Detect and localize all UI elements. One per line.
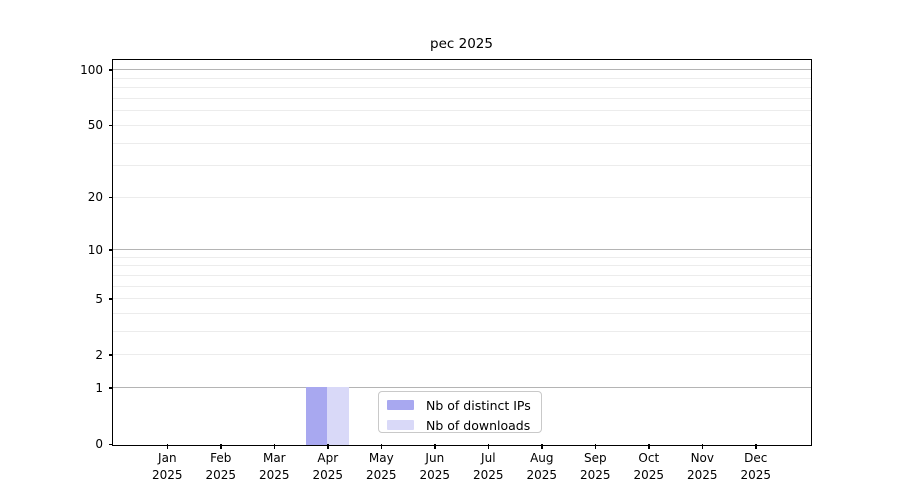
minor-gridline [112,77,811,79]
x-tick [434,444,436,449]
y-tick-label: 50 [87,118,103,133]
x-tick [380,444,383,449]
x-tick-year: 2025 [740,467,772,482]
x-tick-month: Apr [317,451,339,465]
y-tick [108,124,113,127]
legend-label-distinct-ips: Nb of distinct IPs [426,397,531,413]
x-tick-year: 2025 [473,467,504,482]
y-tick-label: 0 [95,437,103,451]
x-tick-month: Oct [638,451,660,465]
x-tick-year: 2025 [687,467,718,482]
x-tick-label: Apr 2025 [296,450,360,483]
bar-apr-downloads [327,387,349,445]
y-tick-label: 10 [87,242,103,257]
minor-gridline [112,165,811,167]
x-tick [487,444,490,449]
x-tick-month: Feb [210,451,232,465]
minor-gridline [112,98,811,100]
x-tick-label: Dec 2025 [724,450,788,483]
x-tick-year: 2025 [312,467,344,482]
x-tick-label: Oct 2025 [617,450,681,483]
y-tick-label: 5 [95,291,103,306]
x-tick [594,444,597,449]
minor-gridline [112,196,811,198]
legend-item-downloads: Nb of downloads [387,417,533,433]
x-tick-label: Jan 2025 [135,450,199,483]
major-gridline [112,249,811,251]
y-tick [108,249,113,251]
y-tick [108,69,113,71]
minor-gridline [112,124,811,126]
x-tick-year: 2025 [259,467,290,482]
minor-gridline [112,87,811,89]
x-tick [648,444,650,449]
major-gridline [112,387,811,389]
y-tick-label: 2 [95,347,103,362]
legend-swatch-distinct-ips [387,400,414,410]
minor-gridline [112,274,811,276]
x-tick [220,444,222,449]
x-tick [327,444,329,449]
x-tick-month: Jan [158,451,177,465]
y-tick [108,298,113,300]
x-tick-month: Nov [690,451,714,465]
legend-item-distinct-ips: Nb of distinct IPs [387,397,533,413]
x-tick [755,444,757,449]
minor-gridline [112,256,811,258]
x-tick-year: 2025 [580,467,611,482]
x-tick [166,444,169,449]
minor-gridline [112,142,811,144]
x-tick-year: 2025 [633,467,665,482]
x-tick-year: 2025 [419,467,451,482]
x-tick-label: Nov 2025 [670,450,734,483]
legend-label-downloads: Nb of downloads [426,417,531,433]
y-tick-label: 20 [87,190,103,205]
x-tick-label: Jun 2025 [403,450,467,483]
x-tick [273,444,276,449]
x-tick-year: 2025 [152,467,183,482]
x-tick-label: Jul 2025 [456,450,520,483]
x-tick [701,444,704,449]
minor-gridline [112,313,811,315]
x-tick-label: Aug 2025 [510,450,574,483]
major-gridline [112,69,811,71]
legend-swatch-downloads [387,420,414,430]
x-tick-month: Jun [425,451,445,465]
x-tick [541,444,543,449]
y-tick [108,387,113,389]
x-tick-year: 2025 [205,467,237,482]
minor-gridline [112,285,811,287]
minor-gridline [112,354,811,356]
minor-gridline [112,298,811,300]
x-tick-month: May [368,451,394,465]
x-tick-month: Dec [744,451,768,465]
bar-apr-distinct-ips [305,387,328,445]
x-tick-label: May 2025 [349,450,413,483]
x-tick-label: Sep 2025 [563,450,627,483]
x-tick-label: Feb 2025 [189,450,253,483]
legend: Nb of distinct IPs Nb of downloads [378,391,542,433]
minor-gridline [112,331,811,333]
y-tick [108,354,113,356]
x-tick-month: Aug [530,451,554,465]
y-tick [108,443,113,445]
y-tick-label: 100 [80,62,103,77]
minor-gridline [112,110,811,112]
x-tick-year: 2025 [526,467,558,482]
x-tick-month: Jul [481,451,496,465]
x-tick-month: Mar [262,451,286,465]
chart-title: pec 2025 [430,36,493,52]
minor-gridline [112,265,811,267]
y-tick-label: 1 [95,380,103,395]
x-tick-month: Sep [583,451,607,465]
plot-area [111,58,812,446]
x-tick-year: 2025 [366,467,397,482]
y-tick [108,196,113,199]
x-tick-label: Mar 2025 [242,450,306,483]
